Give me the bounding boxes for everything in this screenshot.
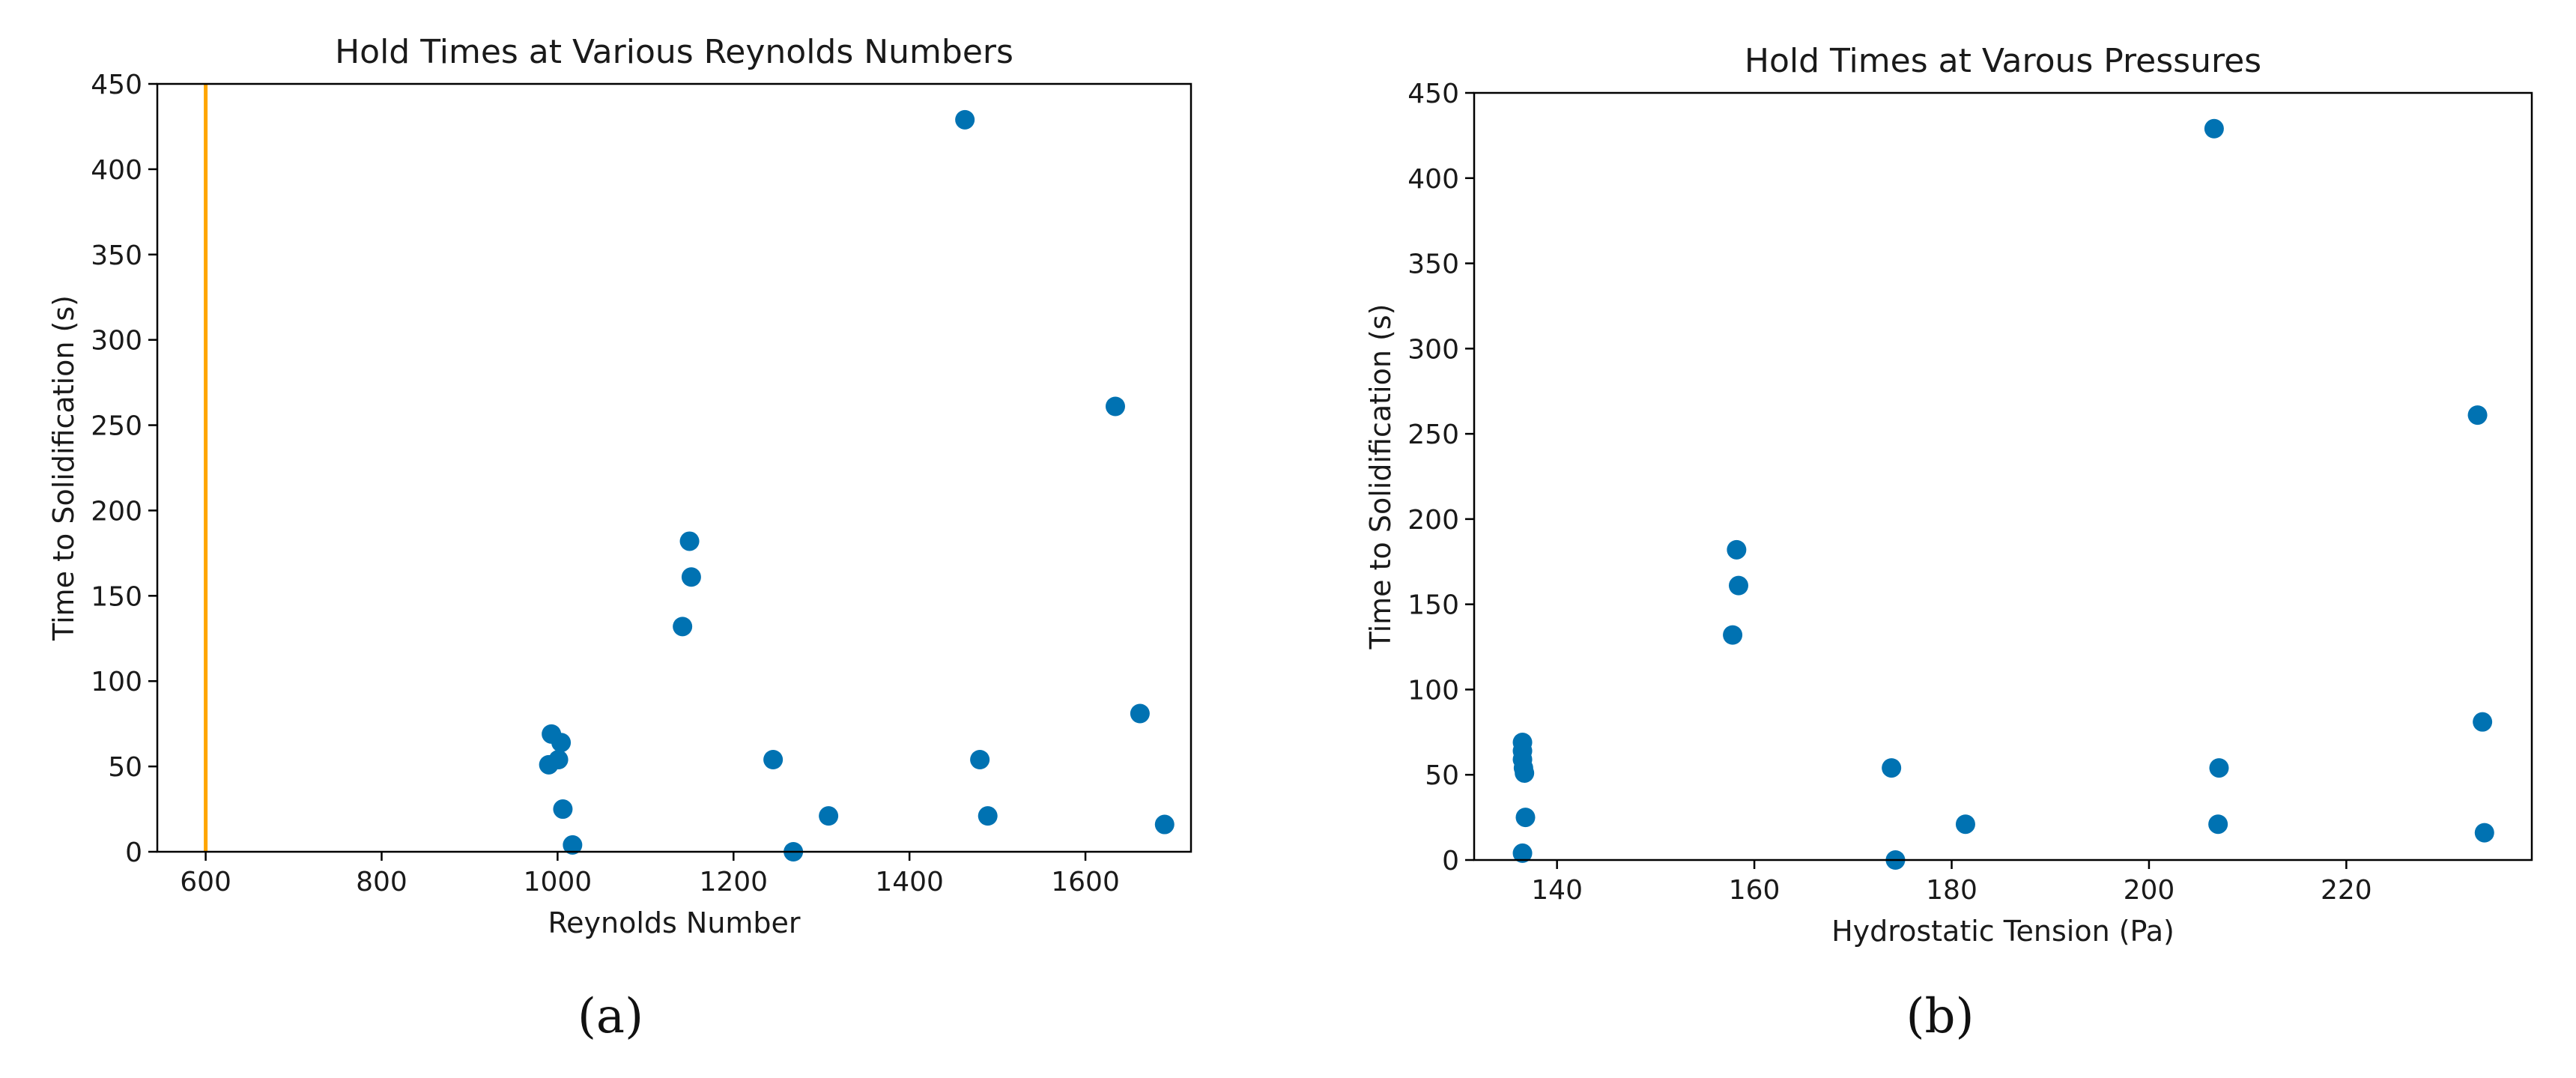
chart-b-point-15 — [2208, 814, 2228, 835]
chart-a-title: Hold Times at Various Reynolds Numbers — [335, 33, 1013, 71]
chart-a-point-5 — [563, 835, 583, 855]
chart-b-point-7 — [1723, 625, 1743, 645]
chart-a-point-8 — [681, 567, 701, 587]
chart-a-xtick-label-600: 600 — [180, 867, 231, 897]
chart-b-plot-frame — [1473, 91, 2533, 862]
chart-a-point-7 — [679, 531, 700, 551]
chart-a-xtick-label-1600: 1600 — [1051, 867, 1120, 897]
chart-b-point-18 — [2474, 823, 2494, 843]
chart-b-xtick-label-140: 140 — [1531, 875, 1583, 906]
chart-b-ytick-label-350: 350 — [1407, 249, 1459, 280]
chart-b-ytick-label-150: 150 — [1407, 590, 1459, 621]
chart-a-xlabel: Reynolds Number — [548, 906, 800, 939]
chart-a-point-16 — [1130, 703, 1150, 724]
chart-b-point-4 — [1515, 763, 1535, 783]
chart-a-point-14 — [978, 806, 998, 826]
chart-a-ytick-label-150: 150 — [91, 581, 142, 612]
chart-panel-b: Hold Times at Varous Pressures 140 160 180 2… — [1318, 0, 2576, 977]
chart-a-ytick-label-0: 0 — [125, 838, 142, 868]
chart-a-xtick-label-1000: 1000 — [524, 867, 593, 897]
chart-b-ytick-label-100: 100 — [1407, 675, 1459, 706]
caption-a: (a) — [577, 989, 644, 1044]
chart-a-xtick-label-1400: 1400 — [875, 867, 944, 897]
chart-b-ytick-label-0: 0 — [1442, 846, 1459, 876]
chart-a-point-6 — [673, 617, 693, 637]
chart-a-plot-frame — [156, 82, 1192, 853]
chart-b-point-9 — [1729, 575, 1748, 596]
chart-a-ytick-label-300: 300 — [91, 326, 142, 357]
chart-b-ytick-label-200: 200 — [1407, 505, 1459, 536]
chart-a-point-17 — [1154, 814, 1175, 835]
chart-b-ytick-label-400: 400 — [1407, 164, 1459, 195]
chart-b-ytick-label-300: 300 — [1407, 334, 1459, 365]
chart-a-ytick-label-100: 100 — [91, 667, 142, 697]
chart-b-point-10 — [1882, 758, 1902, 778]
chart-b-ytick-label-450: 450 — [1407, 79, 1459, 109]
chart-a-point-12 — [955, 109, 975, 130]
chart-b-xlabel: Hydrostatic Tension (Pa) — [1831, 915, 2175, 948]
chart-b-point-17 — [2473, 712, 2493, 732]
chart-a-ytick-label-350: 350 — [91, 240, 142, 271]
chart-b-point-16 — [2467, 405, 2488, 426]
chart-a-point-4 — [553, 799, 573, 820]
chart-a-ytick-label-50: 50 — [108, 752, 142, 783]
chart-a-point-3 — [539, 754, 559, 775]
chart-b-ytick-label-250: 250 — [1407, 420, 1459, 450]
chart-b-xtick-label-200: 200 — [2124, 875, 2175, 906]
chart-a-point-11 — [819, 806, 839, 826]
chart-b-ytick-label-50: 50 — [1425, 760, 1459, 791]
chart-b-xtick-label-160: 160 — [1729, 875, 1781, 906]
chart-b-xtick-label-220: 220 — [2321, 875, 2372, 906]
chart-a-ytick-label-400: 400 — [91, 155, 142, 186]
chart-a-point-9 — [763, 750, 784, 769]
chart-b-title: Hold Times at Varous Pressures — [1745, 42, 2261, 80]
chart-a-point-15 — [1105, 396, 1125, 417]
chart-b-point-14 — [2209, 758, 2229, 778]
chart-a-ylabel: Time to Solidification (s) — [47, 295, 80, 641]
chart-b-point-8 — [1727, 539, 1747, 560]
chart-a-point-13 — [970, 750, 990, 769]
chart-a-ytick-label-450: 450 — [91, 70, 142, 100]
chart-a-ytick-label-200: 200 — [91, 496, 142, 527]
chart-b-point-5 — [1515, 808, 1536, 828]
chart-b-xtick-label-180: 180 — [1926, 875, 1978, 906]
chart-a-point-1 — [551, 733, 572, 753]
chart-b-ylabel: Time to Solidification (s) — [1364, 304, 1397, 650]
chart-b-point-12 — [1955, 814, 1975, 835]
chart-b-point-13 — [2204, 118, 2224, 139]
chart-b-point-6 — [1512, 843, 1533, 863]
chart-panel-a: Hold Times at Various Reynolds Numbers 60… — [0, 0, 1273, 977]
chart-a-ytick-label-250: 250 — [91, 411, 142, 442]
chart-a-svg: Hold Times at Various Reynolds Numbers 60… — [47, 33, 1192, 939]
caption-b: (b) — [1906, 989, 1975, 1044]
chart-a-xtick-label-800: 800 — [356, 867, 407, 897]
chart-b-svg: Hold Times at Varous Pressures 140 160 180 2… — [1364, 42, 2533, 948]
chart-a-xtick-label-1200: 1200 — [699, 867, 768, 897]
